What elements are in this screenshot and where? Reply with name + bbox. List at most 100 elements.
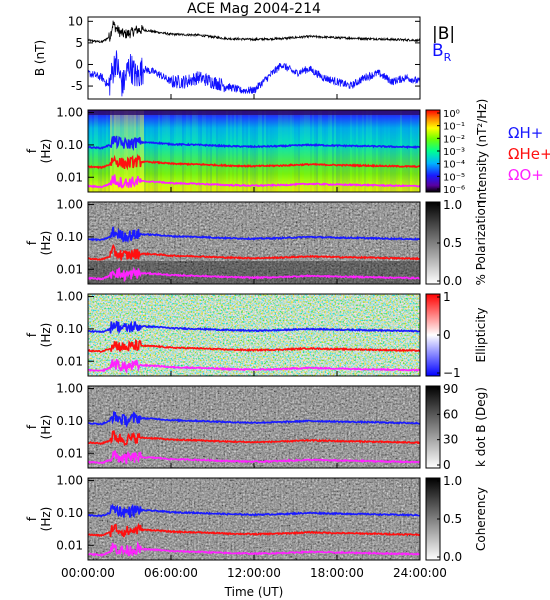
intensity-column — [124, 110, 126, 192]
mag-ytick-label: 10 — [68, 14, 83, 28]
coherency-image — [88, 478, 420, 560]
intensity-column — [254, 110, 256, 192]
intensity-column — [390, 110, 392, 192]
intensity-column — [164, 110, 166, 192]
intensity-column — [348, 110, 350, 192]
h-plus-line — [88, 320, 420, 335]
intensity-column — [170, 110, 172, 192]
freq-ylabel-unit: (Hz) — [39, 323, 53, 348]
intensity-column — [400, 110, 402, 192]
intensity-column — [242, 110, 244, 192]
intensity-column — [272, 110, 274, 192]
he-plus-line — [88, 153, 420, 171]
intensity-column — [328, 110, 330, 192]
intensity-column — [356, 110, 358, 192]
colorbar-tick-label: 30 — [443, 433, 458, 447]
freq-ylabel-symbol: f — [25, 148, 39, 153]
h-plus-line — [88, 226, 420, 244]
h-plus-line — [88, 135, 420, 151]
intensity-column — [268, 110, 270, 192]
colorbar-tick-label: −1 — [443, 366, 461, 380]
ellipticity-colorbar-label: Ellipticity — [474, 308, 488, 363]
intensity-column — [118, 110, 120, 192]
freq-tick-label: 0.10 — [56, 322, 83, 336]
o-plus-line — [88, 540, 420, 558]
intensity-column — [296, 110, 298, 192]
intensity-column — [224, 110, 226, 192]
intensity-column — [204, 110, 206, 192]
intensity-column — [232, 110, 234, 192]
colorbar-tick-label: 10⁻² — [443, 134, 465, 145]
intensity-column — [398, 110, 400, 192]
intensity-column — [256, 110, 258, 192]
intensity-column — [278, 110, 280, 192]
intensity-column — [166, 110, 168, 192]
freq-tick-label: 0.10 — [56, 138, 83, 152]
intensity-column — [288, 110, 290, 192]
colorbar-tick-label: 0.5 — [443, 512, 462, 526]
intensity-column — [316, 110, 318, 192]
intensity-column — [212, 110, 214, 192]
intensity-column — [176, 110, 178, 192]
btotal-line — [88, 20, 420, 44]
intensity-column — [214, 110, 216, 192]
intensity-column — [130, 110, 132, 192]
intensity-column — [340, 110, 342, 192]
intensity-column — [186, 110, 188, 192]
colorbar-tick-label: 10⁻⁴ — [443, 160, 465, 171]
freq-tick-label: 0.01 — [56, 262, 83, 276]
freq-tick-label: 1.00 — [56, 474, 83, 488]
intensity-column — [158, 110, 160, 192]
intensity-column — [386, 110, 388, 192]
freq-tick-label: 0.01 — [56, 170, 83, 184]
intensity-column — [138, 110, 140, 192]
intensity-column — [228, 110, 230, 192]
intensity-column — [194, 110, 196, 192]
intensity-column — [294, 110, 296, 192]
intensity-column — [116, 110, 118, 192]
h-plus-line — [88, 503, 420, 519]
intensity-column — [304, 110, 306, 192]
intensity-top-band — [88, 110, 420, 115]
freq-ylabel-symbol: f — [25, 516, 39, 521]
intensity-column — [404, 110, 406, 192]
intensity-column — [396, 110, 398, 192]
intensity-column — [128, 110, 130, 192]
intensity-column — [174, 110, 176, 192]
intensity-column — [230, 110, 232, 192]
intensity-column — [236, 110, 238, 192]
intensity-column — [200, 110, 202, 192]
mag-ytick-label: 5 — [75, 36, 83, 50]
intensity-column — [88, 110, 90, 192]
o-plus-line — [88, 266, 420, 283]
intensity-column — [248, 110, 250, 192]
freq-tick-label: 0.10 — [56, 414, 83, 428]
ellipticity-image — [88, 294, 420, 376]
intensity-column — [418, 110, 420, 192]
intensity-column — [218, 110, 220, 192]
o-plus-line — [88, 450, 420, 465]
wave-normal-colorbar — [425, 385, 441, 469]
colorbar-tick-label: 1.0 — [443, 198, 462, 212]
colorbar-tick-label: 0 — [443, 458, 451, 472]
freq-tick-label: 1.00 — [56, 290, 83, 304]
colorbar-tick-label: 0.0 — [443, 550, 462, 564]
intensity-column — [372, 110, 374, 192]
intensity-column — [104, 110, 106, 192]
he-plus-line — [88, 338, 420, 354]
colorbar-tick-label: 10⁻⁶ — [443, 185, 465, 196]
intensity-column — [168, 110, 170, 192]
freq-ylabel-symbol: f — [25, 424, 39, 429]
intensity-column — [284, 110, 286, 192]
coherency-panel: 1.00 0.10 0.01 f (Hz) 1.0 0.5 0.0 Coherency — [25, 474, 488, 564]
intensity-column — [108, 110, 110, 192]
intensity-column — [258, 110, 260, 192]
intensity-column — [142, 110, 144, 192]
intensity-column — [318, 110, 320, 192]
intensity-column — [270, 110, 272, 192]
freq-ylabel-symbol: f — [25, 240, 39, 245]
intensity-column — [332, 110, 334, 192]
intensity-column — [184, 110, 186, 192]
intensity-column — [330, 110, 332, 192]
intensity-column — [90, 110, 92, 192]
